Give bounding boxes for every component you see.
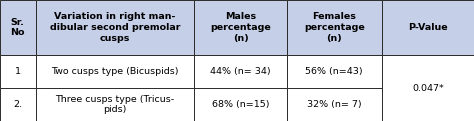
Text: 0.047*: 0.047* <box>412 83 444 93</box>
Text: 1: 1 <box>15 67 21 76</box>
Text: 32% (n= 7): 32% (n= 7) <box>307 100 362 109</box>
Text: Three cusps type (Tricus-
pids): Three cusps type (Tricus- pids) <box>55 95 174 114</box>
Text: Males
percentage
(n): Males percentage (n) <box>210 12 271 43</box>
Bar <box>36 55 194 88</box>
Bar <box>382 0 474 55</box>
Bar <box>194 0 287 55</box>
Bar <box>287 0 382 55</box>
Text: P-Value: P-Value <box>408 23 447 32</box>
Bar <box>0 88 36 121</box>
Bar <box>287 55 382 88</box>
Text: 44% (n= 34): 44% (n= 34) <box>210 67 271 76</box>
Text: Two cusps type (Bicuspids): Two cusps type (Bicuspids) <box>51 67 179 76</box>
Bar <box>194 88 287 121</box>
Bar <box>36 0 194 55</box>
Bar <box>36 88 194 121</box>
Bar <box>287 88 382 121</box>
Text: 2.: 2. <box>13 100 22 109</box>
Text: 68% (n=15): 68% (n=15) <box>212 100 269 109</box>
Text: Females
percentage
(n): Females percentage (n) <box>304 12 365 43</box>
Text: Variation in right man-
dibular second premolar
cusps: Variation in right man- dibular second p… <box>50 12 180 43</box>
Bar <box>382 55 474 121</box>
Bar <box>0 55 36 88</box>
Bar <box>194 55 287 88</box>
Text: Sr.
No: Sr. No <box>10 18 25 37</box>
Bar <box>0 0 36 55</box>
Text: 56% (n=43): 56% (n=43) <box>305 67 363 76</box>
